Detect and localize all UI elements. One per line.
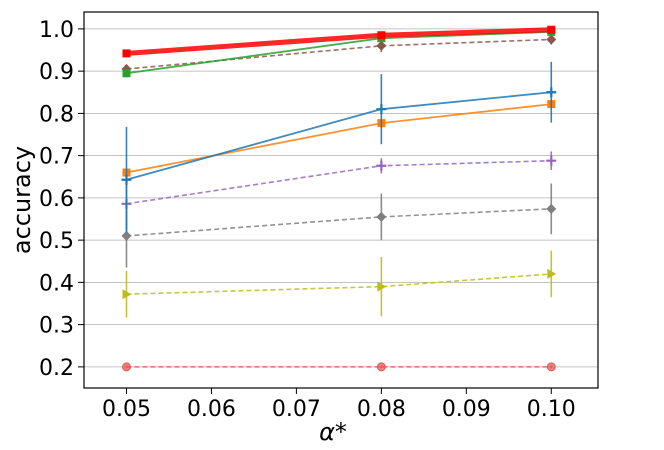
data-point	[546, 155, 557, 166]
x-tick-label: 0.05	[102, 397, 151, 422]
y-axis-label: accuracy	[8, 146, 36, 254]
series-0	[121, 362, 556, 372]
x-axis-label: α*	[319, 418, 347, 446]
data-point	[376, 104, 387, 115]
series-5	[121, 61, 557, 233]
data-point	[122, 69, 131, 78]
series-line	[126, 273, 552, 296]
data-point	[546, 362, 556, 372]
y-tick-label: 0.2	[39, 356, 74, 381]
series-line	[126, 91, 552, 181]
data-point	[547, 268, 557, 279]
data-point	[376, 160, 387, 171]
x-tick-label: 0.07	[272, 397, 321, 422]
x-tick-label: 0.06	[187, 397, 236, 422]
series-1	[122, 250, 557, 318]
series-4	[122, 99, 556, 177]
x-tick-label: 0.09	[442, 397, 491, 422]
y-tick-label: 0.4	[39, 271, 74, 296]
y-tick-label: 0.9	[39, 60, 74, 85]
series-8	[122, 25, 556, 58]
data-point	[122, 49, 131, 58]
data-point	[121, 362, 131, 372]
data-point	[121, 174, 132, 185]
y-tick-label: 0.8	[39, 102, 74, 127]
series-7	[122, 27, 556, 78]
y-tick-label: 0.6	[39, 187, 74, 212]
y-tick-label: 1.0	[39, 18, 74, 43]
y-tick-label: 0.5	[39, 229, 74, 254]
x-tick-label: 0.08	[357, 397, 406, 422]
y-tick-label: 0.7	[39, 145, 74, 170]
series-group	[121, 25, 557, 372]
data-point	[122, 289, 132, 300]
data-point	[546, 203, 557, 214]
data-point	[546, 87, 557, 98]
series-line	[126, 208, 552, 237]
data-point	[376, 362, 386, 372]
y-tick-label: 0.3	[39, 314, 74, 339]
series-line	[126, 38, 552, 70]
data-point	[376, 40, 387, 51]
series-line	[126, 159, 552, 205]
series-2	[121, 183, 557, 268]
data-point	[547, 25, 556, 34]
data-point	[546, 34, 557, 45]
y-axis-ticks: 0.2 0.3 0.4 0.5 0.6 0.7 0.8 0.9 1.0	[39, 18, 84, 381]
x-axis-ticks: 0.05 0.06 0.07 0.08 0.09 0.10	[102, 388, 576, 422]
data-point	[377, 31, 386, 40]
data-point	[121, 230, 132, 241]
plot-frame	[83, 11, 599, 389]
x-tick-label: 0.10	[527, 397, 576, 422]
data-point	[377, 281, 387, 292]
data-point	[376, 211, 387, 222]
